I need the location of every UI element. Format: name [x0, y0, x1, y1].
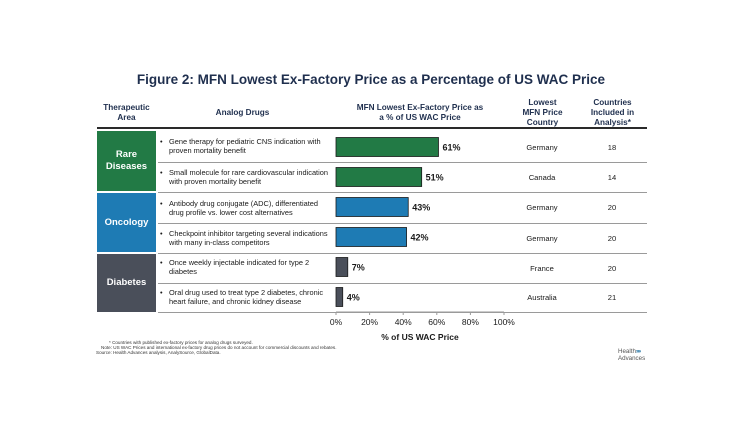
drug-description: • Oral drug used to treat type 2 diabete…: [160, 288, 330, 307]
category-oncology-label: Oncology: [104, 216, 149, 228]
x-tick-label: 100%: [493, 317, 515, 327]
header-countries-line3: Analysis*: [594, 118, 631, 127]
x-tick-label: 0%: [330, 317, 343, 327]
header-countries-line2: Included in: [590, 108, 635, 117]
header-lowest-line1: Lowest: [528, 98, 557, 107]
drug-text: Oral drug used to treat type 2 diabetes,…: [169, 288, 324, 307]
bar: [335, 257, 349, 277]
category-rare-diseases: Rare Diseases: [97, 131, 156, 191]
header-analog-drugs-line: Analog Drugs: [215, 108, 270, 117]
footnote-source: Source: Health Advances analysis, AnalyS…: [96, 350, 221, 355]
drug-text: Antibody drug conjugate (ADC), different…: [169, 199, 318, 218]
header-therapeutic-area: Therapeutic Area: [97, 103, 156, 123]
bullet: •: [160, 258, 163, 267]
countries-count: 14: [607, 173, 617, 182]
lowest-price-country: Canada: [528, 173, 556, 182]
figure-title: Figure 2: MFN Lowest Ex-Factory Price as…: [136, 72, 606, 87]
row-divider: [158, 283, 647, 284]
lowest-price-country: Germany: [526, 143, 558, 152]
bar-value-label: 51%: [426, 173, 444, 183]
bullet: •: [160, 199, 163, 208]
countries-count: 20: [607, 234, 617, 243]
countries-count: 18: [607, 143, 617, 152]
header-mfn-price: MFN Lowest Ex-Factory Price as a % of US…: [330, 103, 510, 123]
bar: [335, 287, 344, 307]
drug-description: • Antibody drug conjugate (ADC), differe…: [160, 199, 330, 218]
footnote-asterisk: * Countries with published ex-factory pr…: [109, 340, 253, 345]
header-lowest-line3: Country: [526, 118, 559, 127]
countries-count: 20: [607, 203, 617, 212]
header-analog-drugs: Analog Drugs: [160, 108, 325, 118]
drug-text: Gene therapy for pediatric CNS indicatio…: [169, 137, 321, 156]
drug-text: Checkpoint inhibitor targeting several i…: [169, 229, 328, 248]
logo-chevron-icon: ››››: [635, 348, 641, 355]
drug-text: Once weekly injectable indicated for typ…: [169, 258, 310, 277]
category-oncology: Oncology: [97, 193, 156, 252]
x-tick-label: 40%: [395, 317, 412, 327]
category-diabetes: Diabetes: [97, 254, 156, 312]
header-lowest-line2: MFN Price: [522, 108, 563, 117]
lowest-price-country: Australia: [527, 293, 557, 302]
lowest-price-country: Germany: [526, 203, 558, 212]
drug-text: Small molecule for rare cardiovascular i…: [169, 168, 328, 187]
header-countries-included: Countries Included in Analysis*: [580, 98, 645, 128]
header-therapeutic-area-line2: Area: [117, 113, 136, 122]
logo-health: Health: [618, 348, 636, 355]
health-advances-logo: Health›››› Advances: [618, 348, 645, 362]
drug-description: • Checkpoint inhibitor targeting several…: [160, 229, 330, 248]
header-lowest-country: Lowest MFN Price Country: [510, 98, 575, 128]
bullet: •: [160, 137, 163, 146]
bar: [335, 197, 409, 217]
bar-value-label: 4%: [347, 293, 360, 303]
bar-value-label: 43%: [412, 203, 430, 213]
bullet: •: [160, 288, 163, 297]
bar-value-label: 61%: [442, 143, 460, 153]
countries-count: 20: [607, 264, 617, 273]
bullet: •: [160, 229, 163, 238]
bar: [335, 227, 407, 247]
logo-advances: Advances: [618, 355, 646, 362]
drug-description: • Once weekly injectable indicated for t…: [160, 258, 330, 277]
category-diabetes-label: Diabetes: [106, 277, 147, 288]
bar-value-label: 42%: [411, 233, 429, 243]
row-divider: [158, 223, 647, 224]
bar: [335, 137, 439, 157]
header-mfn-line1: MFN Lowest Ex-Factory Price as: [356, 103, 484, 112]
lowest-price-country: Germany: [526, 234, 558, 243]
row-divider: [158, 162, 647, 163]
row-divider: [158, 192, 647, 193]
bar: [335, 167, 423, 187]
drug-description: • Gene therapy for pediatric CNS indicat…: [160, 137, 330, 156]
header-divider: [97, 127, 647, 129]
x-tick-label: 60%: [428, 317, 445, 327]
x-tick-label: 20%: [361, 317, 378, 327]
row-divider: [158, 253, 647, 254]
bullet: •: [160, 168, 163, 177]
header-mfn-line2: a % of US WAC Price: [379, 113, 461, 122]
x-axis-label: % of US WAC Price: [381, 332, 459, 342]
category-rare-diseases-line2: Diseases: [105, 161, 148, 172]
lowest-price-country: France: [530, 264, 554, 273]
countries-count: 21: [607, 293, 617, 302]
header-therapeutic-area-line1: Therapeutic: [103, 103, 150, 112]
x-tick-label: 80%: [462, 317, 479, 327]
drug-description: • Small molecule for rare cardiovascular…: [160, 168, 330, 187]
bar-value-label: 7%: [352, 263, 365, 273]
category-rare-diseases-line1: Rare: [115, 149, 138, 160]
header-countries-line1: Countries: [593, 98, 632, 107]
footnote-note: Note: US WAC Prices and international ex…: [101, 345, 337, 350]
